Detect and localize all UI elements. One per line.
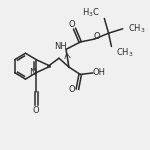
- Text: N: N: [29, 68, 36, 77]
- Text: O: O: [94, 32, 101, 41]
- Text: CH$_3$: CH$_3$: [128, 22, 146, 35]
- Text: H$_3$C: H$_3$C: [82, 6, 100, 19]
- Text: OH: OH: [92, 68, 105, 77]
- Text: NH: NH: [54, 42, 67, 51]
- Text: O: O: [33, 106, 40, 115]
- Text: O: O: [68, 85, 75, 94]
- Text: CH$_3$: CH$_3$: [116, 46, 133, 59]
- Text: O: O: [68, 20, 75, 29]
